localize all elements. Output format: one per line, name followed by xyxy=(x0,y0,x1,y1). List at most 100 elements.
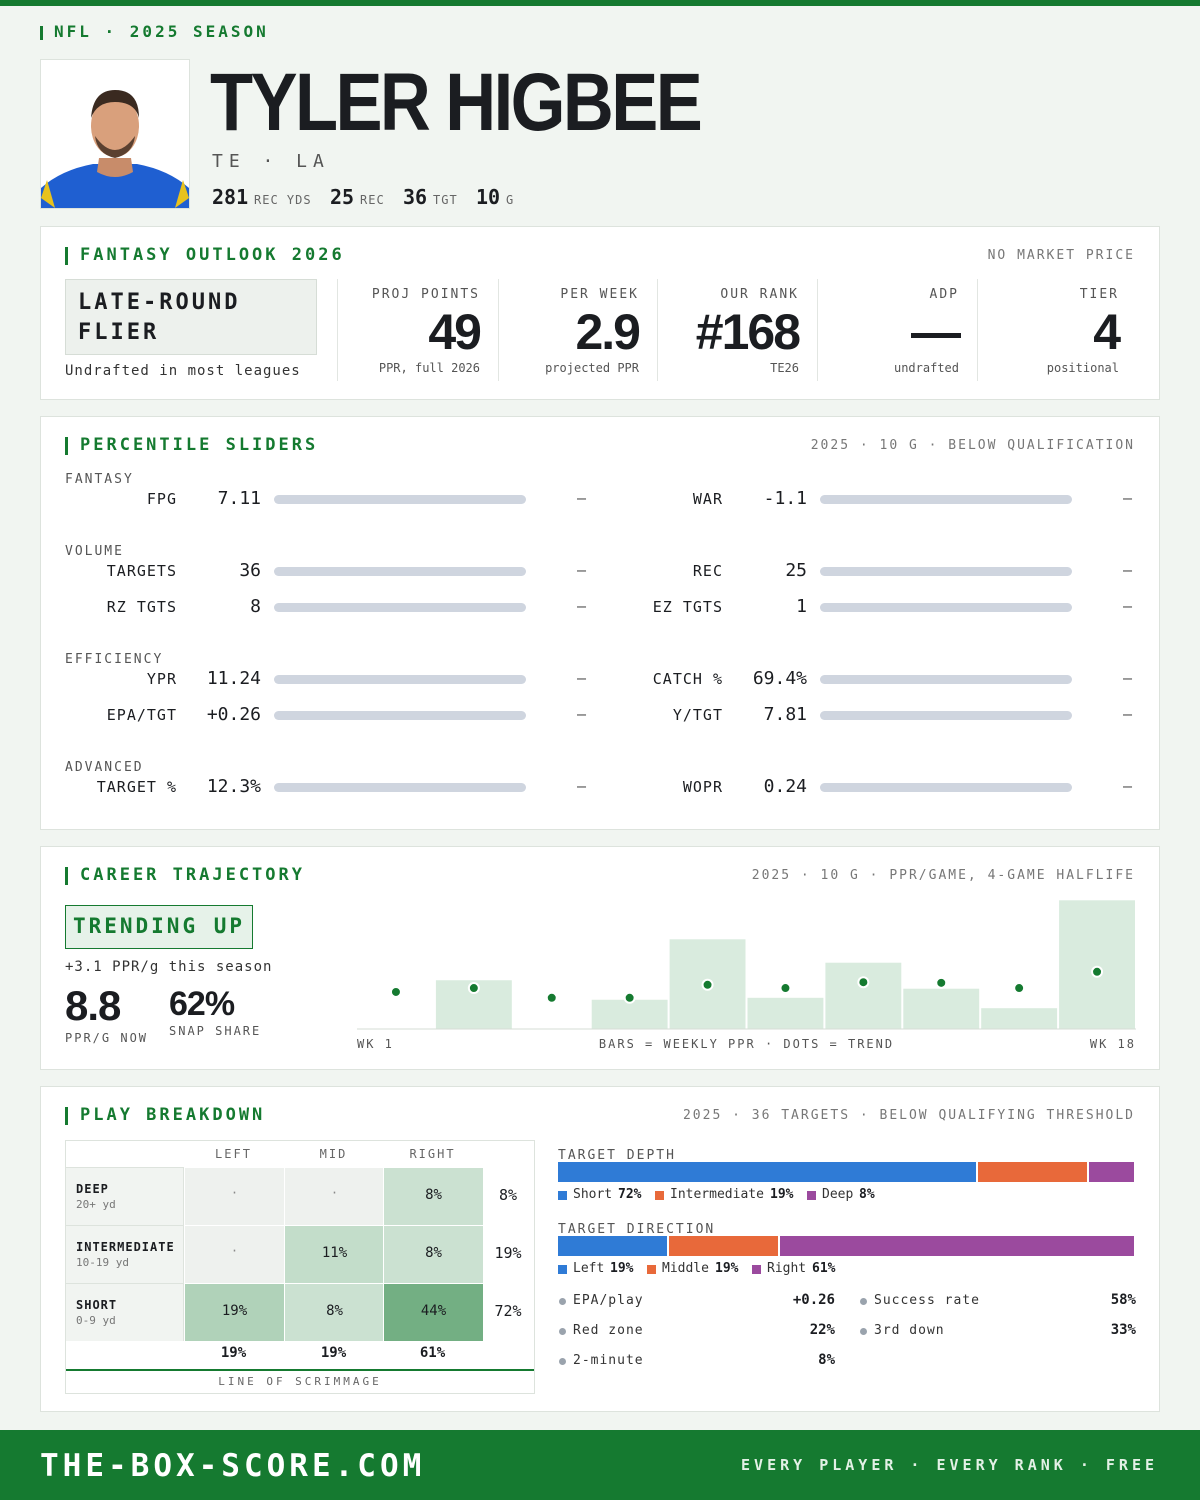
row-total: 8% xyxy=(498,1186,518,1204)
slider-label: EPA/TGT xyxy=(106,706,177,724)
metric-value: — xyxy=(911,304,961,360)
trend-dot xyxy=(935,976,948,989)
section-title: PERCENTILE SLIDERS xyxy=(80,435,319,455)
slider-value: 69.4% xyxy=(752,668,807,689)
trend-tag-text: TRENDING UP xyxy=(72,914,246,938)
column-total: 19% xyxy=(320,1345,347,1361)
chart-caption: BARS = WEEKLY PPR · DOTS = TREND xyxy=(598,1037,895,1051)
row-name: SHORT xyxy=(76,1298,118,1312)
slider-track xyxy=(820,783,1072,792)
section-marker xyxy=(65,867,68,885)
section-title: FANTASY OUTLOOK 2026 xyxy=(80,245,345,265)
legend-name: Short xyxy=(573,1187,613,1202)
trend-dot xyxy=(389,985,402,998)
career-stat-label: SNAP SHARE xyxy=(169,1024,262,1038)
outlook-card: FANTASY OUTLOOK 2026 NO MARKET PRICE LATE-… xyxy=(40,226,1160,400)
section-note: NO MARKET PRICE xyxy=(987,248,1135,263)
slider-label: RZ TGTS xyxy=(106,598,177,616)
weekly-bar xyxy=(825,962,902,1029)
tier-tag-text: LATE-ROUND FLIER xyxy=(78,290,241,345)
career-stat-label: PPR/G NOW xyxy=(65,1031,149,1045)
photo xyxy=(40,59,190,209)
row-total: 19% xyxy=(494,1244,522,1262)
trend-chart xyxy=(357,900,1136,1030)
metric: TIER 4 positional xyxy=(977,279,1137,381)
stat-label: G xyxy=(506,193,515,207)
slider-percentile: — xyxy=(577,705,587,723)
stat-dot xyxy=(559,1358,566,1365)
zone-table: LEFT MID RIGHT DEEP 20+ yd · · 8% 8% INTERMEDIATE… xyxy=(65,1140,535,1394)
slider-percentile: — xyxy=(1123,597,1133,615)
row-range: 0-9 yd xyxy=(76,1314,116,1327)
zone-cell: · xyxy=(284,1167,384,1225)
zone-cell-label: · xyxy=(330,1186,339,1200)
stat-dot xyxy=(559,1328,566,1335)
row-name: INTERMEDIATE xyxy=(76,1240,175,1254)
legend-value: 19% xyxy=(715,1261,739,1276)
metric-label: PER WEEK xyxy=(560,287,639,302)
metric-sub: projected PPR xyxy=(545,361,639,375)
section-marker xyxy=(65,247,68,265)
slider-percentile: — xyxy=(1123,489,1133,507)
slider-track xyxy=(274,603,526,612)
legend-value: 61% xyxy=(812,1261,836,1276)
bar-segment xyxy=(978,1162,1088,1182)
stat-label: EPA/play xyxy=(573,1293,644,1308)
footer: THE-BOX-SCORE.COM EVERY PLAYER · EVERY RA… xyxy=(0,1430,1200,1500)
bar-segment xyxy=(779,1236,1134,1256)
metric-value: 2.9 xyxy=(575,304,641,360)
axis-label: WK 1 xyxy=(357,1037,394,1051)
group-label: VOLUME xyxy=(65,544,124,559)
slider-track xyxy=(274,711,526,720)
metric: PROJ POINTS 49 PPR, full 2026 xyxy=(337,279,499,381)
slider-track xyxy=(274,567,526,576)
tagline: EVERY PLAYER · EVERY RANK · FREE xyxy=(741,1456,1158,1474)
legend-value: 72% xyxy=(618,1187,642,1202)
slider-label: Y/TGT xyxy=(672,706,723,724)
zone-cell-label: 8% xyxy=(425,1187,442,1203)
slider-percentile: — xyxy=(577,777,587,795)
zone-cell: 11% xyxy=(284,1225,384,1283)
slider-track xyxy=(820,495,1072,504)
career-stat-value: 62% xyxy=(169,985,235,1023)
stat-value: 10 xyxy=(476,185,501,209)
metric-value: #168 xyxy=(695,304,801,360)
legend-name: Deep xyxy=(822,1187,854,1202)
slider-label: TARGETS xyxy=(106,562,177,580)
stat-label: REC xyxy=(360,193,385,207)
column-total: 19% xyxy=(220,1345,247,1361)
slider-label: REC xyxy=(692,562,723,580)
zone-cell: 8% xyxy=(383,1167,483,1225)
breakdown-card: PLAY BREAKDOWN 2025 · 36 TARGETS · BELOW … xyxy=(40,1086,1160,1412)
slider-value: 36 xyxy=(239,560,261,581)
zone-cell: 8% xyxy=(284,1283,384,1341)
bar-segment xyxy=(1089,1162,1134,1182)
scrimmage-label: LINE OF SCRIMMAGE xyxy=(218,1375,382,1388)
metric-label: TIER xyxy=(1079,287,1119,302)
slider-label: WAR xyxy=(692,490,723,508)
bar-segment xyxy=(558,1236,667,1256)
stat-dot xyxy=(860,1298,867,1305)
slider-track xyxy=(820,675,1072,684)
stat-label: Red zone xyxy=(573,1323,644,1338)
section-note: 2025 · 36 TARGETS · BELOW QUALIFYING THR… xyxy=(682,1108,1135,1123)
column-header: MID xyxy=(319,1147,348,1161)
stat-label: TGT xyxy=(433,193,458,207)
slider-percentile: — xyxy=(577,561,587,579)
section-note: 2025 · 10 G · BELOW QUALIFICATION xyxy=(810,438,1135,453)
row-total: 72% xyxy=(494,1302,522,1320)
trend-dot xyxy=(779,982,792,995)
bar-title: TARGET DIRECTION xyxy=(558,1222,716,1237)
trend-dot xyxy=(1091,965,1104,978)
zone-cell: · xyxy=(184,1167,284,1225)
slider-label: TARGET % xyxy=(96,778,177,796)
weekly-bar xyxy=(747,997,824,1029)
legend-swatch xyxy=(655,1191,664,1200)
trend-dot xyxy=(467,982,480,995)
zone-cell: · xyxy=(184,1225,284,1283)
slider-label: EZ TGTS xyxy=(652,598,723,616)
legend-value: 19% xyxy=(770,1187,794,1202)
stat-dot xyxy=(559,1298,566,1305)
legend-name: Intermediate xyxy=(670,1187,764,1202)
metric: PER WEEK 2.9 projected PPR xyxy=(497,279,658,381)
